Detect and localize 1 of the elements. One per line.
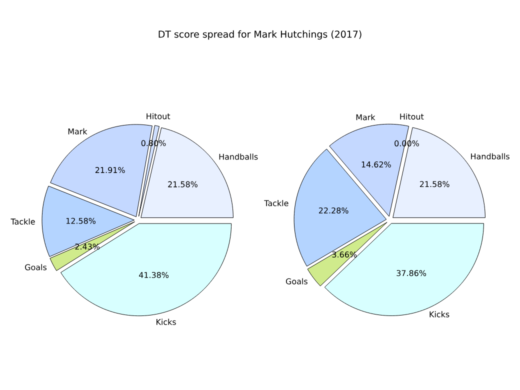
chart-title: DT score spread for Mark Hutchings (2017) <box>158 30 362 40</box>
